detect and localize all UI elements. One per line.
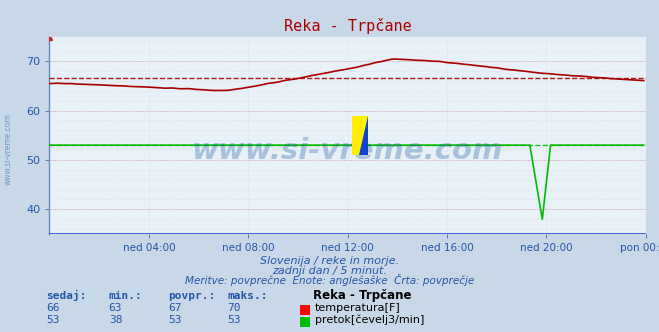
Text: Reka - Trpčane: Reka - Trpčane xyxy=(313,290,411,302)
Bar xyxy=(352,116,368,155)
Text: Slovenija / reke in morje.: Slovenija / reke in morje. xyxy=(260,256,399,266)
Text: 66: 66 xyxy=(46,303,59,313)
Text: zadnji dan / 5 minut.: zadnji dan / 5 minut. xyxy=(272,266,387,276)
Text: www.si-vreme.com: www.si-vreme.com xyxy=(192,137,503,165)
Text: Meritve: povprečne  Enote: anglešaške  Črta: povprečje: Meritve: povprečne Enote: anglešaške Črt… xyxy=(185,274,474,286)
Text: temperatura[F]: temperatura[F] xyxy=(315,303,401,313)
Text: sedaj:: sedaj: xyxy=(46,290,86,301)
Text: 63: 63 xyxy=(109,303,122,313)
Text: 38: 38 xyxy=(109,315,122,325)
Title: Reka - Trpčane: Reka - Trpčane xyxy=(284,18,411,34)
Text: maks.:: maks.: xyxy=(227,291,268,301)
Text: 53: 53 xyxy=(168,315,181,325)
Text: 70: 70 xyxy=(227,303,241,313)
Polygon shape xyxy=(359,116,368,155)
Text: 67: 67 xyxy=(168,303,181,313)
Text: www.si-vreme.com: www.si-vreme.com xyxy=(3,114,13,185)
Text: min.:: min.: xyxy=(109,291,142,301)
Text: pretok[čevelj3/min]: pretok[čevelj3/min] xyxy=(315,314,424,325)
Text: 53: 53 xyxy=(227,315,241,325)
Text: povpr.:: povpr.: xyxy=(168,291,215,301)
Text: 53: 53 xyxy=(46,315,59,325)
